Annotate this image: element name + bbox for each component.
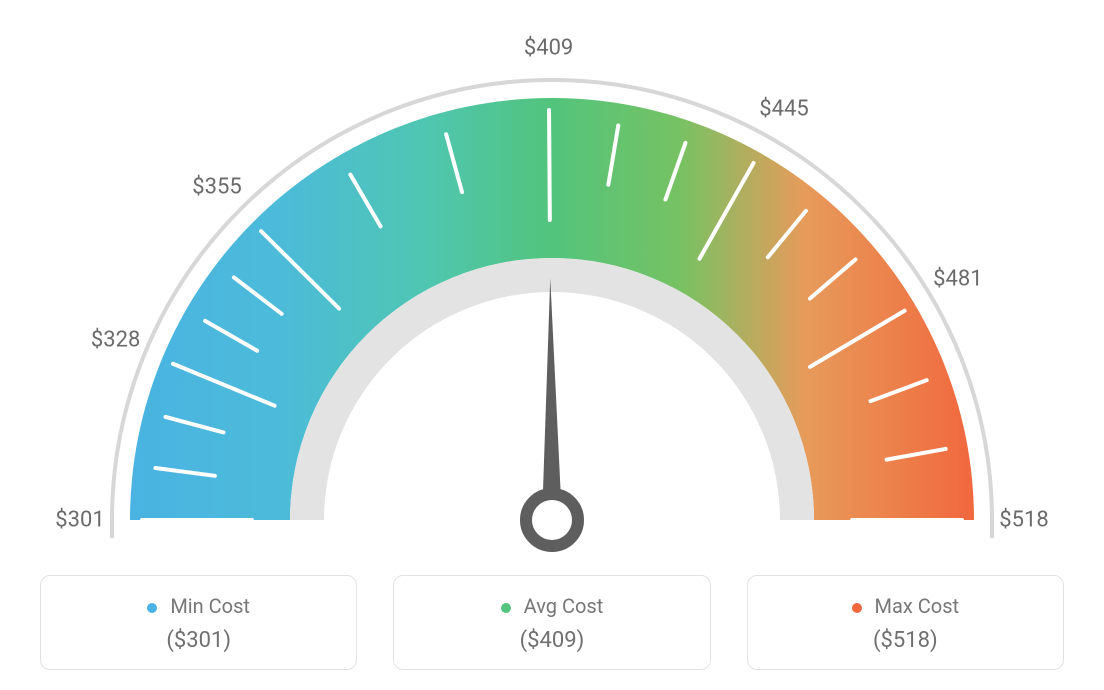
legend-title-text: Max Cost [875,594,960,618]
legend-title-max: Max Cost [758,594,1053,618]
gauge-tick-label: $328 [91,328,140,353]
legend-title-avg: Avg Cost [404,594,699,618]
gauge-tick-label: $301 [55,508,104,533]
legend-card-avg: Avg Cost ($409) [393,575,710,670]
gauge-chart: $301 $328 $355 $409 $445 $481 $518 [0,0,1104,560]
legend-value-min: ($301) [51,628,346,653]
legend-value-avg: ($409) [404,628,699,653]
legend-row: Min Cost ($301) Avg Cost ($409) Max Cost… [0,575,1104,670]
legend-value-max: ($518) [758,628,1053,653]
legend-title-text: Min Cost [170,594,250,618]
gauge-tick-label: $518 [999,508,1048,533]
dot-icon [852,603,862,613]
legend-card-max: Max Cost ($518) [747,575,1064,670]
gauge-tick-label: $445 [759,96,808,121]
legend-card-min: Min Cost ($301) [40,575,357,670]
gauge-tick-label: $481 [933,267,982,292]
gauge-tick-label: $355 [192,175,241,200]
legend-title-min: Min Cost [51,594,346,618]
gauge-tick-label: $409 [524,36,573,61]
legend-title-text: Avg Cost [524,594,604,618]
dot-icon [147,603,157,613]
dot-icon [501,603,511,613]
